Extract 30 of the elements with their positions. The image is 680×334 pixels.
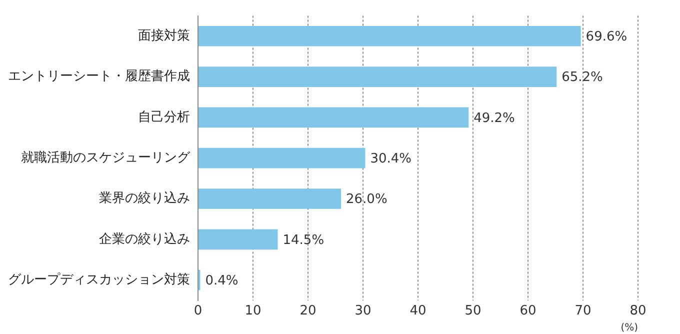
x-tick-label: 80 [630,304,646,319]
x-tick-label: 40 [410,304,426,319]
bar [198,66,557,87]
x-tick-label: 70 [574,304,592,319]
x-tick-label: 50 [464,304,482,319]
data-label: 69.6% [586,30,628,45]
bar [198,107,469,128]
bar [198,148,366,168]
y-tick-label: 企業の絞り込み [99,232,190,247]
x-axis-title: (%) [620,322,638,334]
data-label: 49.2% [474,110,515,126]
x-tick-label: 0 [194,304,202,319]
x-tick-label: 10 [244,304,262,319]
y-tick-label: エントリーシート・履歴書作成 [8,69,190,84]
y-tick-label: 自己分析 [138,110,190,125]
y-tick-label: グループディスカッション対策 [8,271,190,288]
data-label: 65.2% [562,70,603,86]
data-label: 14.5% [282,232,324,248]
bar [198,26,581,46]
data-label: 30.4% [370,151,412,166]
data-label: 0.4% [205,273,238,288]
bar [198,188,341,209]
y-tick-label: 面接対策 [138,28,190,44]
x-tick-label: 60 [520,304,536,319]
y-tick-label: 業界の絞り込み [99,191,190,206]
data-label: 26.0% [346,192,388,208]
y-tick-label: 就職活動のスケジューリング [21,150,191,166]
bar [198,229,278,250]
x-tick-label: 30 [354,304,372,319]
x-tick-label: 20 [300,304,316,319]
